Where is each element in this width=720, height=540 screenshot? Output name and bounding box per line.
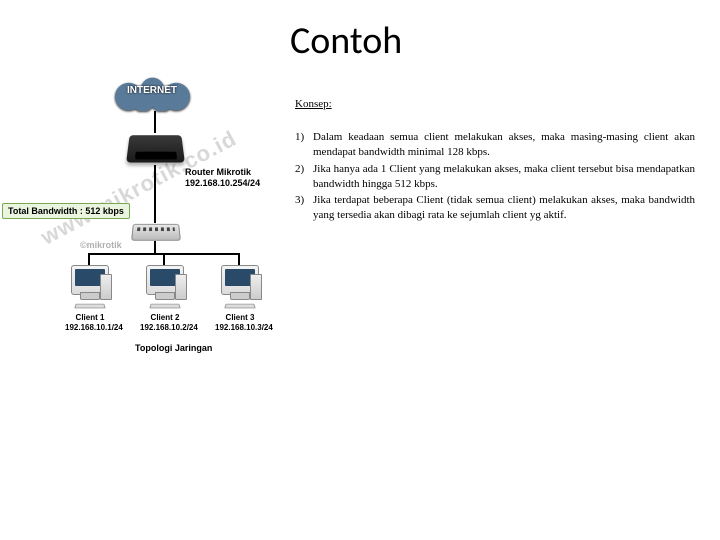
client-label: Client 3 192.168.10.3/24 bbox=[215, 313, 265, 332]
client-ip: 192.168.10.1/24 bbox=[65, 323, 123, 332]
client-ip: 192.168.10.3/24 bbox=[215, 323, 273, 332]
tower-icon bbox=[175, 274, 187, 300]
monitor-icon bbox=[221, 265, 259, 295]
keyboard-icon bbox=[224, 304, 256, 309]
router-icon bbox=[126, 135, 185, 162]
edge-line bbox=[154, 165, 156, 223]
keyboard-icon bbox=[149, 304, 181, 309]
bandwidth-badge: Total Bandwidth : 512 kbps bbox=[2, 203, 130, 219]
list-text: Jika terdapat beberapa Client (tidak sem… bbox=[313, 193, 695, 223]
router-name: Router Mikrotik bbox=[185, 167, 251, 177]
edge-line bbox=[154, 111, 156, 133]
client-name: Client 2 bbox=[151, 313, 180, 322]
list-item: 3) Jika terdapat beberapa Client (tidak … bbox=[295, 193, 695, 223]
concept-list: 1) Dalam keadaan semua client melakukan … bbox=[295, 130, 695, 225]
topology-caption: Topologi Jaringan bbox=[135, 343, 212, 353]
client-ip: 192.168.10.2/24 bbox=[140, 323, 198, 332]
slide-title: Contoh bbox=[290, 18, 402, 64]
router-ip: 192.168.10.254/24 bbox=[185, 178, 260, 188]
list-item: 1) Dalam keadaan semua client melakukan … bbox=[295, 130, 695, 160]
client-name: Client 3 bbox=[226, 313, 255, 322]
client-label: Client 1 192.168.10.1/24 bbox=[65, 313, 115, 332]
network-diagram: www.mikrotik.co.id INTERNET Router Mikro… bbox=[10, 75, 285, 365]
monitor-icon bbox=[71, 265, 109, 295]
keyboard-icon bbox=[74, 304, 106, 309]
client-node: Client 2 192.168.10.2/24 bbox=[140, 265, 190, 332]
switch-icon bbox=[131, 224, 181, 241]
monitor-icon bbox=[146, 265, 184, 295]
list-number: 2) bbox=[295, 162, 313, 192]
internet-label: INTERNET bbox=[112, 85, 192, 96]
client-label: Client 2 192.168.10.2/24 bbox=[140, 313, 190, 332]
copyright-text: ©mikrotik bbox=[80, 240, 122, 250]
konsep-heading: Konsep: bbox=[295, 98, 332, 110]
list-text: Dalam keadaan semua client melakukan aks… bbox=[313, 130, 695, 160]
tower-icon bbox=[250, 274, 262, 300]
list-number: 3) bbox=[295, 193, 313, 223]
list-text: Jika hanya ada 1 Client yang melakukan a… bbox=[313, 162, 695, 192]
router-label: Router Mikrotik 192.168.10.254/24 bbox=[185, 167, 260, 189]
list-item: 2) Jika hanya ada 1 Client yang melakuka… bbox=[295, 162, 695, 192]
tower-icon bbox=[100, 274, 112, 300]
client-node: Client 3 192.168.10.3/24 bbox=[215, 265, 265, 332]
list-number: 1) bbox=[295, 130, 313, 160]
client-node: Client 1 192.168.10.1/24 bbox=[65, 265, 115, 332]
client-name: Client 1 bbox=[76, 313, 105, 322]
